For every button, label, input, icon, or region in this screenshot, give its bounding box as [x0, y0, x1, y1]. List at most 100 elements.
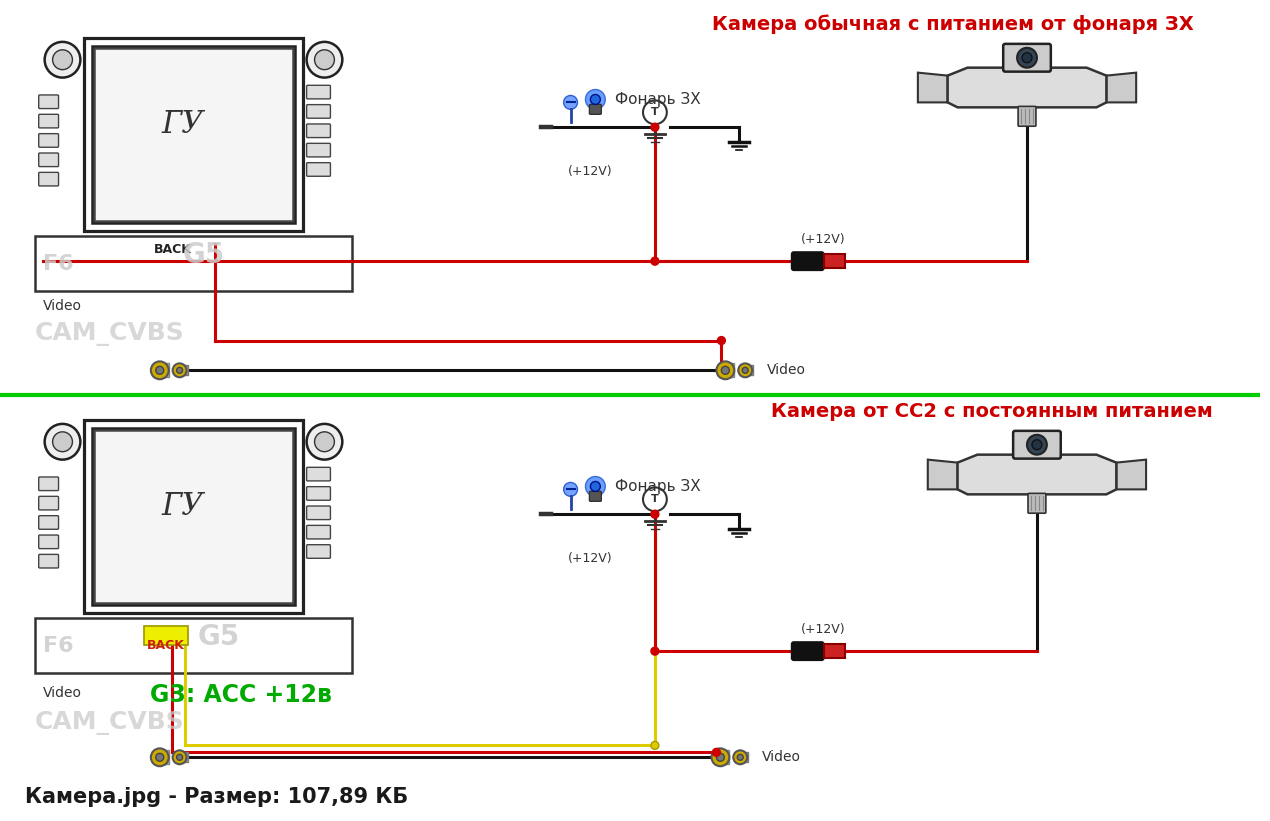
Circle shape — [1017, 48, 1036, 67]
FancyBboxPatch shape — [715, 750, 729, 764]
Text: (+12V): (+12V) — [801, 233, 846, 245]
FancyBboxPatch shape — [1003, 44, 1050, 71]
Circle shape — [156, 754, 164, 761]
FancyBboxPatch shape — [306, 104, 330, 118]
Circle shape — [643, 100, 667, 124]
Circle shape — [716, 754, 724, 761]
Circle shape — [591, 481, 601, 492]
Circle shape — [718, 337, 725, 345]
Circle shape — [173, 750, 187, 764]
Circle shape — [151, 361, 169, 379]
Text: ГУ: ГУ — [161, 109, 203, 140]
FancyBboxPatch shape — [306, 467, 330, 481]
Text: Фонарь ЗХ: Фонарь ЗХ — [615, 479, 701, 494]
Circle shape — [177, 367, 183, 374]
Text: Камера от СС2 с постоянным питанием: Камера от СС2 с постоянным питанием — [771, 402, 1213, 421]
FancyBboxPatch shape — [791, 642, 824, 660]
Text: Video: Video — [762, 750, 801, 764]
FancyBboxPatch shape — [306, 525, 330, 539]
Circle shape — [585, 476, 606, 497]
Circle shape — [44, 424, 80, 460]
Text: T: T — [652, 494, 659, 504]
FancyBboxPatch shape — [824, 255, 846, 268]
FancyBboxPatch shape — [1027, 493, 1046, 513]
Circle shape — [738, 364, 752, 378]
Circle shape — [716, 361, 734, 379]
Circle shape — [52, 50, 72, 70]
Circle shape — [738, 754, 743, 760]
Circle shape — [177, 754, 183, 760]
Text: G5: G5 — [198, 623, 240, 652]
Text: G3: АСС +12в: G3: АСС +12в — [150, 683, 331, 707]
FancyBboxPatch shape — [306, 124, 330, 138]
Polygon shape — [1106, 72, 1137, 103]
FancyBboxPatch shape — [38, 153, 58, 167]
Text: CAM_CVBS: CAM_CVBS — [34, 710, 184, 735]
Circle shape — [306, 424, 343, 460]
Circle shape — [315, 432, 334, 452]
Circle shape — [52, 432, 72, 452]
Circle shape — [585, 89, 606, 109]
Circle shape — [1022, 53, 1033, 62]
FancyBboxPatch shape — [791, 252, 824, 270]
FancyBboxPatch shape — [38, 477, 58, 491]
FancyBboxPatch shape — [589, 492, 601, 502]
FancyBboxPatch shape — [306, 506, 330, 520]
FancyBboxPatch shape — [38, 95, 58, 108]
Circle shape — [643, 488, 667, 511]
Circle shape — [733, 750, 747, 764]
FancyBboxPatch shape — [306, 544, 330, 558]
Circle shape — [652, 510, 659, 518]
Text: T: T — [652, 108, 659, 117]
FancyBboxPatch shape — [38, 172, 58, 186]
Circle shape — [652, 647, 659, 655]
FancyBboxPatch shape — [178, 365, 188, 375]
Circle shape — [652, 741, 659, 750]
Circle shape — [1027, 435, 1046, 455]
Text: Video: Video — [767, 364, 806, 378]
FancyBboxPatch shape — [38, 516, 58, 530]
Circle shape — [712, 749, 720, 756]
Circle shape — [564, 483, 578, 497]
Text: BACK: BACK — [154, 244, 192, 256]
FancyBboxPatch shape — [145, 626, 188, 645]
FancyBboxPatch shape — [38, 554, 58, 568]
Text: F6: F6 — [43, 254, 74, 273]
FancyBboxPatch shape — [178, 752, 188, 762]
Polygon shape — [928, 460, 958, 489]
Circle shape — [173, 364, 187, 378]
Text: Камера.jpg - Размер: 107,89 КБ: Камера.jpg - Размер: 107,89 КБ — [25, 787, 408, 807]
Circle shape — [315, 50, 334, 70]
Text: Камера обычная с питанием от фонаря ЗХ: Камера обычная с питанием от фонаря ЗХ — [711, 15, 1194, 34]
FancyBboxPatch shape — [155, 750, 169, 764]
FancyBboxPatch shape — [1019, 107, 1036, 126]
FancyBboxPatch shape — [155, 364, 169, 378]
Circle shape — [44, 42, 80, 78]
FancyBboxPatch shape — [38, 497, 58, 510]
Text: (+12V): (+12V) — [568, 553, 612, 566]
Circle shape — [151, 749, 169, 766]
Polygon shape — [94, 48, 292, 222]
FancyBboxPatch shape — [306, 487, 330, 500]
Circle shape — [652, 123, 659, 131]
Text: ГУ: ГУ — [161, 492, 203, 522]
FancyBboxPatch shape — [738, 752, 748, 762]
Text: (+12V): (+12V) — [568, 165, 612, 178]
FancyBboxPatch shape — [824, 644, 846, 658]
FancyBboxPatch shape — [38, 114, 58, 128]
Text: G5: G5 — [183, 241, 225, 269]
FancyBboxPatch shape — [38, 134, 58, 147]
Circle shape — [306, 42, 343, 78]
FancyBboxPatch shape — [720, 364, 734, 378]
FancyBboxPatch shape — [38, 535, 58, 548]
Polygon shape — [947, 67, 1106, 108]
FancyBboxPatch shape — [589, 104, 601, 114]
Circle shape — [591, 94, 601, 104]
Polygon shape — [918, 72, 947, 103]
Text: Фонарь ЗХ: Фонарь ЗХ — [615, 92, 701, 107]
Polygon shape — [958, 455, 1116, 494]
FancyBboxPatch shape — [306, 163, 330, 177]
Circle shape — [652, 257, 659, 265]
Polygon shape — [94, 430, 292, 603]
Circle shape — [711, 749, 729, 766]
